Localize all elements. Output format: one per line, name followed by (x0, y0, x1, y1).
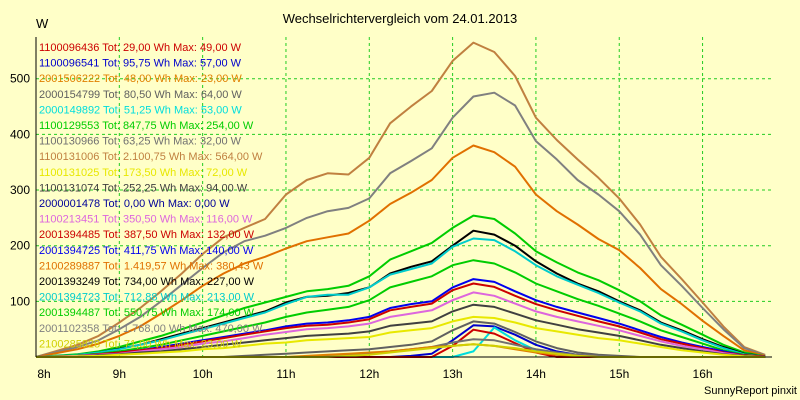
legend-entry: 2000149892 Tot: 51,25 Wh Max: 53,00 W (39, 104, 242, 116)
y-tick-label: 100 (10, 294, 30, 308)
legend-entry: 2001394485 Tot: 387,50 Wh Max: 132,00 W (39, 229, 255, 241)
legend-entry: 2000001478 Tot: 0,00 Wh Max: 0,00 W (39, 198, 230, 210)
x-tick-label: 15h (609, 367, 629, 381)
series-line-8 (35, 278, 766, 358)
y-tick-label: 500 (10, 72, 30, 86)
series-line-10 (35, 291, 766, 358)
legend: 1100096436 Tot: 29,00 Wh Max: 49,00 W 110… (39, 42, 264, 350)
x-tick-label: 13h (443, 367, 463, 381)
series-line-2 (35, 91, 766, 358)
legend-entry: 1100131025 Tot: 173,50 Wh Max: 72,00 W (39, 167, 248, 179)
series-line-9 (35, 282, 766, 358)
series-line-4 (35, 214, 766, 358)
series-line-7 (35, 259, 766, 358)
y-tick-label: 200 (10, 239, 30, 253)
legend-entry: 2100285828 Tot: 71,00 Wh Max: 23,00 W (39, 338, 242, 350)
legend-entry: 1100131006 Tot: 2.100,75 Wh Max: 564,00 … (39, 151, 263, 163)
legend-entry: 2001393249 Tot: 734,00 Wh Max: 227,00 W (39, 276, 255, 288)
legend-entry: 2001394725 Tot: 411,75 Wh Max: 140,00 W (39, 245, 254, 257)
y-tick-labels: 100 200 300 400 500 (10, 72, 30, 309)
legend-entry: 1100129553 Tot: 847,75 Wh Max: 254,00 W (39, 120, 254, 132)
legend-entry: 1100130966 Tot: 63,25 Wh Max: 32,00 W (39, 136, 242, 148)
series-line-3 (35, 144, 766, 358)
legend-entry: 1100096436 Tot: 29,00 Wh Max: 49,00 W (39, 42, 242, 54)
axes (35, 37, 772, 358)
x-tick-label: 16h (693, 367, 713, 381)
legend-entry: 1100213451 Tot: 350,50 Wh Max: 116,00 W (39, 214, 253, 226)
series-line-6 (35, 237, 766, 358)
series-line-11 (35, 303, 766, 358)
x-tick-label: 9h (113, 367, 126, 381)
x-tick-labels: 8h 9h 10h 11h 12h 13h 14h 15h 16h (37, 367, 712, 381)
legend-entry: 2100289887 Tot: 1.419,57 Wh Max: 380,43 … (39, 260, 264, 272)
series-line-12 (35, 315, 766, 358)
legend-entry: 2001394487 Tot: 550,75 Wh Max: 174,00 W (39, 307, 255, 319)
legend-entry: 1100096541 Tot: 95,75 Wh Max: 57,00 W (39, 58, 242, 70)
legend-entry: 2001394723 Tot: 712,88 Wh Max: 213,00 W (39, 292, 255, 304)
x-tick-label: 14h (526, 367, 546, 381)
x-tick-label: 12h (359, 367, 379, 381)
credit-label: SunnyReport pinxit (704, 385, 797, 397)
chart-title: Wechselrichtervergleich vom 24.01.2013 (283, 11, 518, 26)
x-tick-label: 11h (276, 367, 295, 381)
legend-entry: 2001102358 Tot: 1.768,00 Wh Max: 470,00 … (39, 323, 263, 335)
series-line-1 (35, 41, 766, 358)
y-tick-label: 400 (10, 127, 30, 141)
y-axis-unit: W (36, 16, 49, 31)
legend-entry: 1100131074 Tot: 252,25 Wh Max: 94,00 W (39, 182, 248, 194)
x-tick-label: 8h (37, 367, 50, 381)
y-tick-label: 300 (10, 183, 30, 197)
x-tick-label: 10h (193, 367, 213, 381)
legend-entry: 2000154799 Tot: 80,50 Wh Max: 64,00 W (39, 89, 242, 101)
legend-entry: 2001506222 Tot: 48,00 Wh Max: 23,00 W (39, 73, 242, 85)
